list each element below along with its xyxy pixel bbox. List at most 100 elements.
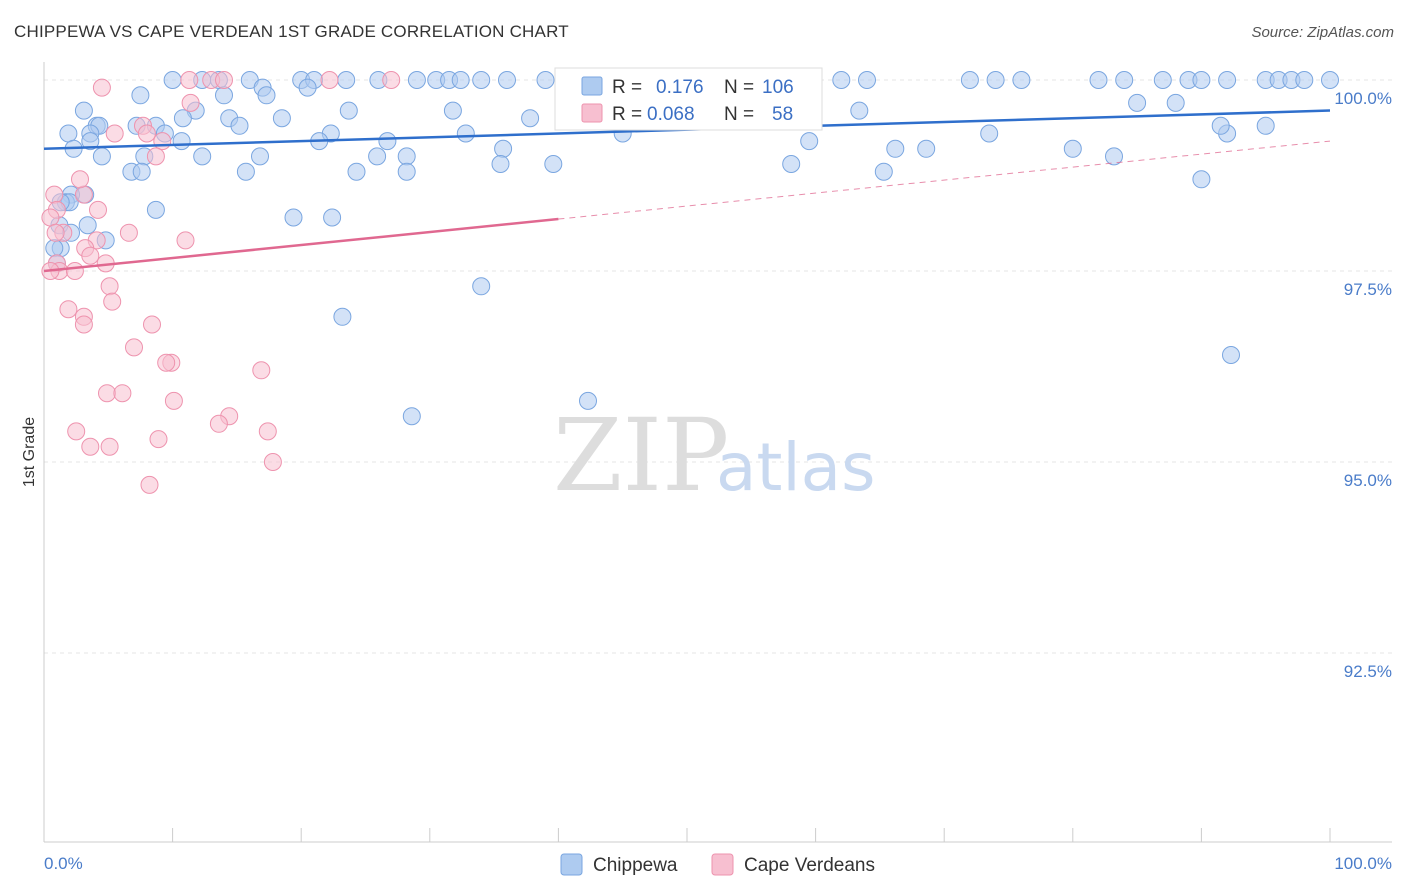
chippewa-point <box>579 391 597 410</box>
stats-r-label-chippewa: R = <box>612 77 642 98</box>
chippewa-point <box>172 132 191 151</box>
chippewa-point <box>521 109 540 128</box>
chippewa-point <box>1153 71 1172 89</box>
chippewa-point <box>272 109 291 128</box>
chippewa-point <box>45 239 64 258</box>
chippewa-point <box>378 132 397 151</box>
axes <box>43 62 1392 843</box>
chippewa-point <box>858 71 876 89</box>
legend-item-cape-verdeans[interactable]: Cape Verdeans <box>711 853 875 876</box>
legend-swatch-chippewa <box>560 853 583 876</box>
chippewa-point <box>1128 93 1147 112</box>
chippewa-point <box>81 132 100 151</box>
y-axis-title: 1st Grade <box>21 417 38 487</box>
chippewa-point <box>472 71 491 89</box>
chippewa-point <box>1295 71 1314 89</box>
chippewa-point <box>800 132 819 151</box>
chippewa-point <box>1192 71 1211 89</box>
stats-n-value-chippewa: 106 <box>762 77 794 98</box>
stats-r-label-cape-verdeans: R = <box>612 104 642 125</box>
chippewa-point <box>960 71 979 89</box>
chippewa-point <box>59 124 78 143</box>
cape-verdeans-point <box>98 384 116 403</box>
cape-verdeans-point <box>258 422 277 441</box>
stats-box: R = 0.176 N = 106 R = 0.068 N = 58 <box>554 67 823 131</box>
chippewa-point <box>451 71 470 89</box>
chippewa-point <box>284 208 303 227</box>
chippewa-point <box>397 147 416 166</box>
cape-verdeans-point <box>100 277 119 296</box>
cape-verdeans-point <box>263 453 282 471</box>
y-tick-labels: 100.0% 97.5% 95.0% 92.5% <box>1334 89 1392 681</box>
chart-source: Source: ZipAtlas.com <box>1251 24 1394 41</box>
chippewa-point <box>92 147 111 166</box>
chippewa-point <box>397 162 416 181</box>
chippewa-point <box>1211 116 1230 135</box>
chippewa-point <box>257 86 276 105</box>
cape-verdeans-point <box>209 414 228 433</box>
cape-verdeans-point <box>92 78 111 97</box>
cape-verdeans-point <box>146 147 165 166</box>
chippewa-point <box>1192 170 1211 189</box>
cape-verdeans-point <box>74 185 93 204</box>
cape-verdeans-point <box>181 93 200 112</box>
legend: Chippewa Cape Verdeans <box>560 853 875 876</box>
legend-label-cape-verdeans: Cape Verdeans <box>744 855 875 876</box>
chippewa-point <box>1115 71 1134 89</box>
cape-verdeans-point <box>176 231 195 250</box>
y-tick-label: 97.5% <box>1344 280 1392 299</box>
chippewa-point <box>368 147 387 166</box>
chippewa-point <box>494 139 513 158</box>
cape-verdeans-point <box>119 223 138 242</box>
cape-verdeans-trend-line-extension <box>558 140 1331 220</box>
cape-verdeans-point <box>157 353 176 372</box>
chippewa-point <box>456 124 475 143</box>
chippewa-point <box>146 200 165 219</box>
chippewa-point <box>832 71 851 89</box>
x-tick-label-min: 0.0% <box>44 854 83 873</box>
chippewa-point <box>333 307 352 326</box>
legend-swatch-cape-verdeans <box>711 853 734 876</box>
chippewa-point <box>230 116 249 135</box>
chippewa-point <box>491 155 510 173</box>
chippewa-point <box>78 216 97 235</box>
cape-verdeans-point <box>81 246 100 265</box>
cape-verdeans-point <box>252 361 271 380</box>
watermark-atlas: atlas <box>716 429 876 506</box>
chippewa-point <box>1218 71 1237 89</box>
trend-lines <box>43 109 1331 273</box>
chippewa-point <box>339 101 358 120</box>
chart-title: CHIPPEWA VS CAPE VERDEAN 1ST GRADE CORRE… <box>14 22 569 41</box>
cape-verdeans-point <box>105 124 124 143</box>
y-tick-label: 100.0% <box>1334 89 1392 108</box>
chippewa-point <box>544 155 563 173</box>
stats-n-label-cape-verdeans: N = <box>724 104 754 125</box>
cape-verdeans-point <box>67 422 86 441</box>
chippewa-point <box>782 155 801 173</box>
cape-verdeans-point <box>164 391 183 410</box>
cape-verdeans-point <box>41 208 60 227</box>
chippewa-point <box>215 86 233 105</box>
chippewa-point <box>498 71 516 89</box>
chippewa-point <box>1089 71 1108 89</box>
chippewa-point <box>917 139 936 158</box>
stats-swatch-cape-verdeans <box>581 103 603 123</box>
cape-verdeans-point <box>65 262 84 280</box>
chippewa-point <box>1222 346 1240 364</box>
chippewa-point <box>323 208 342 227</box>
chippewa-point <box>193 147 212 166</box>
chippewa-point <box>1321 71 1339 89</box>
chippewa-point <box>1012 71 1031 89</box>
chippewa-point <box>402 407 421 426</box>
x-tick-label-max: 100.0% <box>1334 854 1392 873</box>
chippewa-point <box>74 101 93 120</box>
chippewa-point <box>236 162 255 181</box>
cape-verdeans-point <box>46 223 65 242</box>
cape-verdeans-point <box>140 475 159 494</box>
cape-verdeans-point <box>137 124 156 143</box>
y-tick-label: 95.0% <box>1344 471 1392 490</box>
legend-item-chippewa[interactable]: Chippewa <box>560 853 678 876</box>
cape-verdeans-point <box>89 200 107 219</box>
cape-verdeans-point <box>320 71 339 89</box>
cape-verdeans-point <box>382 71 401 89</box>
